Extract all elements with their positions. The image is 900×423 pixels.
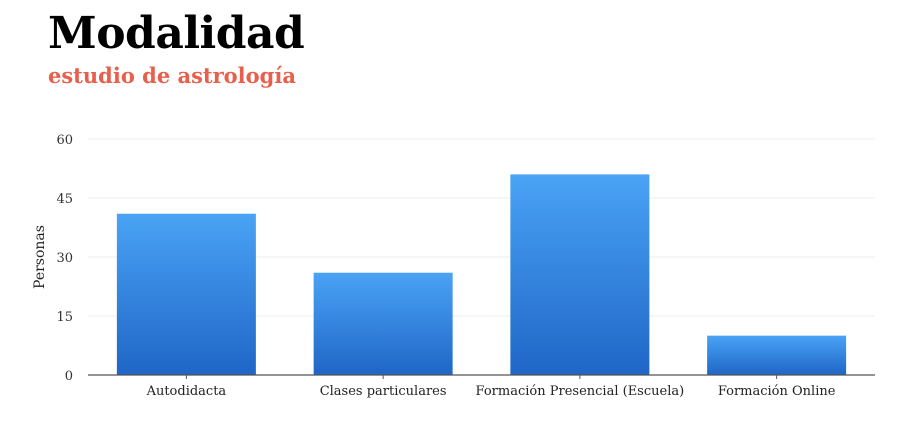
y-tick-label: 45 [56, 192, 73, 207]
chart-subtitle: estudio de astrología [48, 63, 296, 88]
bar [116, 213, 256, 375]
y-tick-label: 0 [65, 369, 73, 384]
chart-title: Modalidad [48, 8, 305, 59]
y-tick-label: 60 [56, 133, 73, 148]
bar [510, 174, 650, 375]
bar [313, 272, 453, 375]
y-tick-label: 15 [56, 310, 73, 325]
x-tick-label: Formación Presencial (Escuela) [476, 384, 685, 399]
bar [707, 335, 847, 375]
x-tick-label: Clases particulares [320, 384, 447, 399]
y-tick-label: 30 [56, 251, 73, 266]
x-tick-label: Autodidacta [146, 384, 227, 399]
y-axis-title: Personas [32, 225, 48, 289]
x-tick-label: Formación Online [718, 384, 836, 399]
